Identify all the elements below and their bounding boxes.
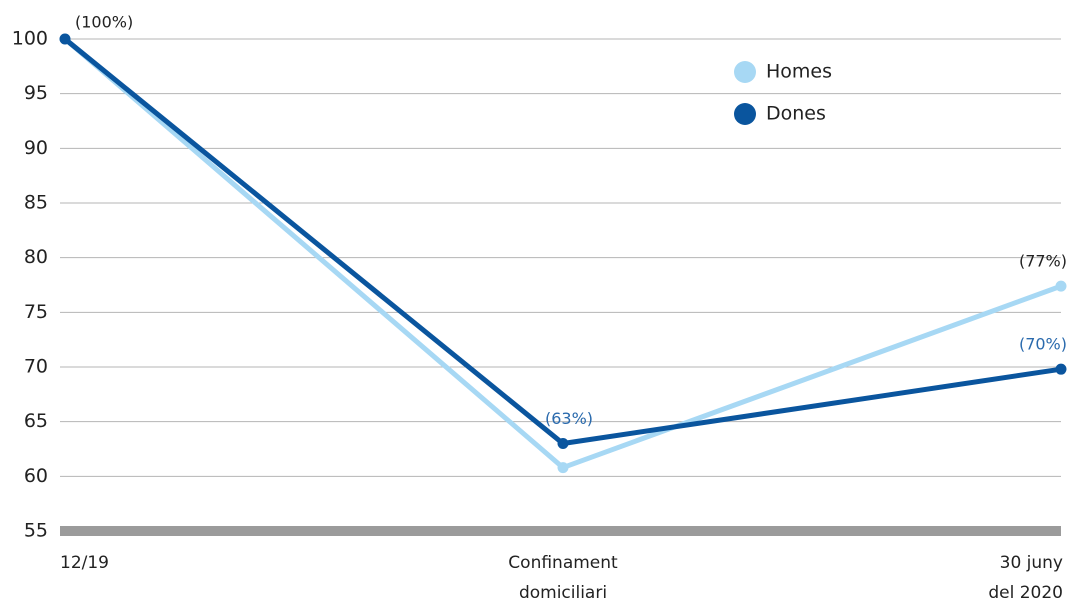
data-label: (63%) [545, 409, 593, 428]
data-point [59, 33, 71, 45]
y-tick-label: 100 [12, 28, 48, 50]
data-point [557, 462, 569, 474]
y-tick-label: 55 [24, 520, 48, 542]
y-tick-label: 60 [24, 465, 48, 487]
x-tick-label: Confinament domiciliari [508, 553, 618, 603]
y-tick-label: 90 [24, 137, 48, 159]
legend-label: Homes [766, 61, 832, 83]
x-tick-label: 12/19 [60, 553, 109, 573]
y-tick-label: 75 [24, 301, 48, 323]
data-point [557, 438, 569, 450]
data-label: (77%) [1019, 252, 1067, 271]
data-label: (70%) [1019, 335, 1067, 354]
series-line [63, 37, 1062, 471]
x-tick-label: 30 juny del 2020 [988, 553, 1063, 603]
y-tick-label: 65 [24, 410, 48, 432]
legend-swatch [734, 61, 756, 83]
series-line [63, 37, 1062, 447]
y-tick-label: 80 [24, 246, 48, 268]
legend-swatch [734, 103, 756, 125]
y-tick-label: 95 [24, 82, 48, 104]
data-point [1055, 363, 1067, 375]
y-tick-label: 70 [24, 356, 48, 378]
data-point [1055, 280, 1067, 292]
legend-label: Dones [766, 103, 826, 125]
y-tick-label: 85 [24, 192, 48, 214]
data-label: (100%) [75, 13, 133, 32]
